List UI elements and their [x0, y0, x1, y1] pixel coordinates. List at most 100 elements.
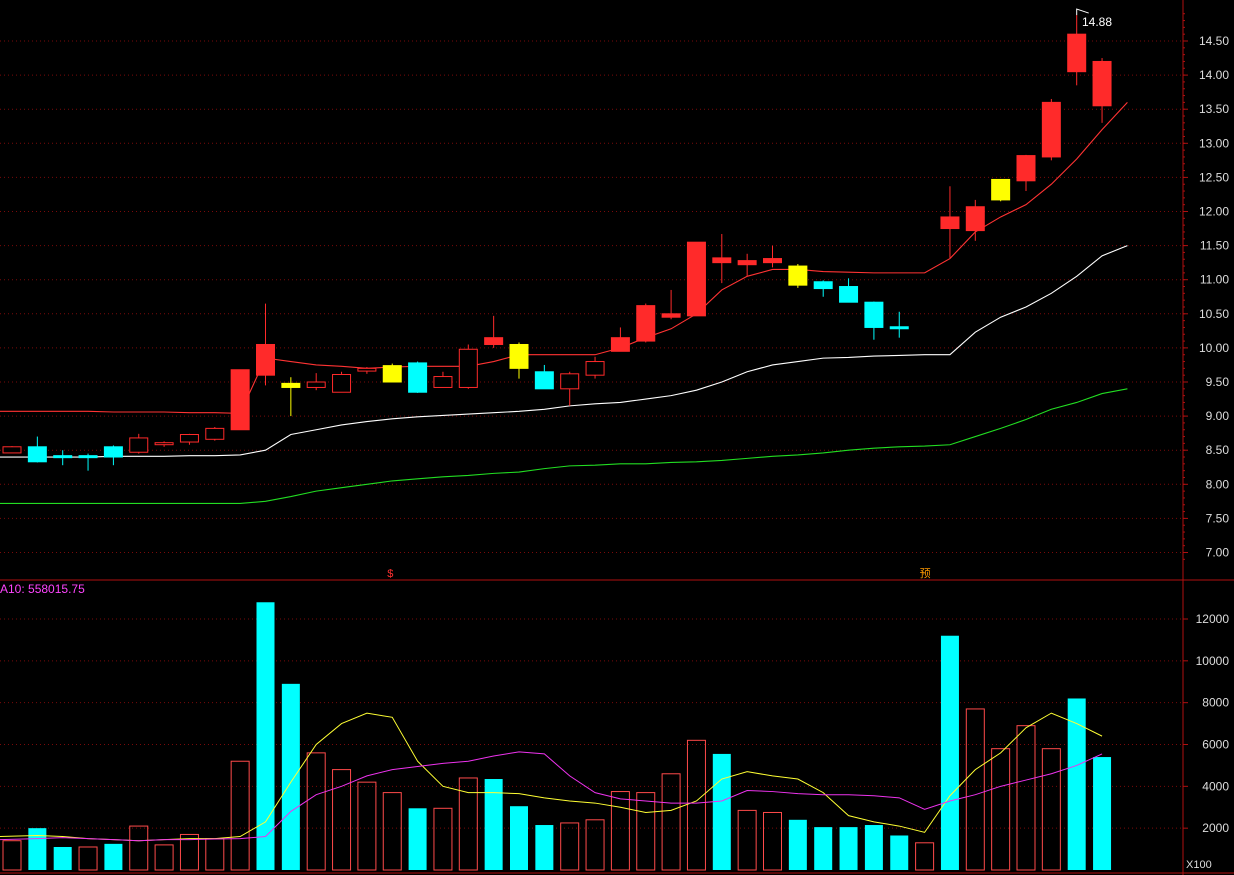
candle-body	[205, 427, 225, 440]
candle-body	[991, 178, 1011, 201]
candle	[2, 446, 22, 454]
price-tick-label: 14.00	[1199, 68, 1229, 82]
candle	[889, 311, 909, 338]
price-tick-label: 14.50	[1199, 34, 1229, 48]
candle	[864, 301, 884, 340]
volume-bar	[382, 792, 402, 871]
candle-body	[940, 216, 960, 230]
volume-tick-label: 4000	[1202, 779, 1229, 793]
volume-tick-label: 12000	[1196, 612, 1230, 626]
candle	[560, 371, 580, 406]
candle-body	[509, 343, 529, 369]
candle	[281, 377, 301, 417]
volume-bar	[712, 753, 731, 870]
ma-line-1	[0, 102, 1128, 414]
volume-bar	[53, 846, 72, 870]
volume-bar	[484, 779, 503, 870]
price-grid	[0, 40, 1183, 553]
volume-unit-label: X100	[1186, 859, 1212, 871]
candle-body	[839, 286, 859, 303]
candle-body	[763, 258, 782, 264]
candle	[154, 441, 174, 447]
candle	[712, 234, 732, 284]
volume-bar	[78, 846, 98, 871]
candle	[484, 315, 504, 348]
price-tick-label: 12.50	[1199, 170, 1229, 184]
candle	[1041, 98, 1061, 161]
candle-body	[686, 241, 706, 317]
candle-body	[154, 442, 174, 446]
volume-bar	[535, 825, 554, 870]
candle-body	[408, 362, 428, 393]
candle	[53, 450, 73, 466]
candle	[408, 361, 428, 393]
volume-bar	[890, 835, 909, 870]
candle-body	[433, 376, 453, 388]
volume-bar	[1067, 698, 1086, 870]
candle	[661, 289, 681, 320]
volume-bar	[991, 748, 1011, 871]
candle	[256, 303, 275, 386]
price-tick-label: 12.00	[1199, 205, 1229, 219]
volume-bar	[1016, 725, 1036, 871]
volume-tick-label: 2000	[1202, 821, 1229, 835]
candle-body	[129, 437, 149, 453]
volume-bar	[205, 838, 225, 871]
candle-body	[889, 326, 909, 330]
candle	[332, 371, 352, 393]
volume-average-lines	[0, 712, 1103, 842]
candle-body	[737, 260, 757, 266]
volume-bar	[737, 809, 757, 871]
candle	[763, 245, 782, 268]
volume-bar	[357, 781, 377, 871]
candle-body	[560, 373, 580, 390]
candle-body	[534, 371, 554, 390]
candle	[382, 363, 402, 383]
candle-body	[458, 348, 478, 388]
volume-bar	[332, 769, 352, 871]
price-tick-label: 8.00	[1206, 477, 1230, 491]
price-tick-label: 13.50	[1199, 102, 1229, 116]
volume-bar	[915, 842, 935, 871]
volume-bar	[1093, 757, 1112, 870]
candle	[813, 280, 833, 297]
volume-bar	[510, 806, 528, 870]
candle	[357, 366, 377, 374]
high-price-marker	[1076, 8, 1089, 16]
price-tick-label: 7.00	[1206, 546, 1230, 560]
candle	[1016, 154, 1036, 192]
volume-bar	[560, 822, 580, 871]
candle	[306, 373, 326, 391]
volume-bar	[104, 843, 123, 870]
candle-body	[306, 381, 326, 388]
candle-body	[103, 446, 123, 458]
candle-body	[661, 313, 681, 318]
volume-indicator-label: A10: 558015.75	[0, 582, 85, 596]
price-tick-label: 10.00	[1199, 341, 1229, 355]
volume-bar	[585, 819, 605, 871]
volume-bar	[306, 752, 326, 871]
volume-bar	[230, 760, 250, 871]
candle	[205, 427, 225, 441]
candle-body	[27, 446, 47, 463]
candle	[458, 344, 478, 389]
candle	[839, 278, 859, 303]
candle	[230, 369, 250, 431]
price-tick-label: 10.50	[1199, 307, 1229, 321]
volume-grid	[0, 618, 1183, 829]
volume-bar	[129, 825, 149, 871]
volume-bar	[814, 827, 833, 870]
candle-body	[1067, 33, 1087, 73]
volume-bar	[256, 602, 275, 870]
volume-bar	[458, 777, 478, 871]
candle-body	[712, 257, 732, 264]
volume-tick-label: 8000	[1202, 696, 1229, 710]
candle	[686, 241, 706, 317]
volume-bars	[2, 602, 1112, 871]
candle-body	[53, 455, 73, 459]
event-marker: 预	[920, 567, 931, 580]
candle-body	[965, 206, 985, 232]
candle-body	[357, 367, 377, 372]
candle	[1067, 15, 1087, 86]
